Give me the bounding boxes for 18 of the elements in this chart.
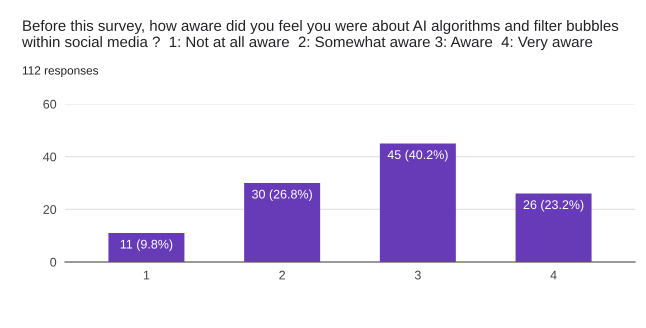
data-label: 11 (9.8%)	[120, 239, 172, 252]
x-tick-label: 1	[144, 270, 150, 280]
data-label: 45 (40.2%)	[388, 150, 448, 162]
y-tick-label: 60	[43, 100, 56, 109]
bar	[108, 233, 184, 262]
x-tick-label: 3	[414, 270, 421, 280]
chart-subtitle: 112 responses	[22, 66, 98, 78]
y-tick-label: 20	[43, 205, 56, 214]
y-tick-label: 0	[50, 258, 56, 267]
bar	[244, 183, 320, 262]
x-tick-label: 4	[550, 270, 557, 280]
bar	[380, 144, 456, 262]
y-tick-label: 40	[43, 152, 56, 162]
bar	[516, 194, 592, 262]
data-label: 26 (23.2%)	[524, 200, 584, 212]
x-tick-label: 2	[279, 270, 285, 280]
chart-title: Before this survey, how aware did you feel you were about AI algorithms and filter bubbles within social media ? 1: Not at all aware 2: Somewhat aware 3: Aware 4: Very aware	[22, 20, 618, 50]
data-label: 30 (26.8%)	[252, 189, 312, 202]
